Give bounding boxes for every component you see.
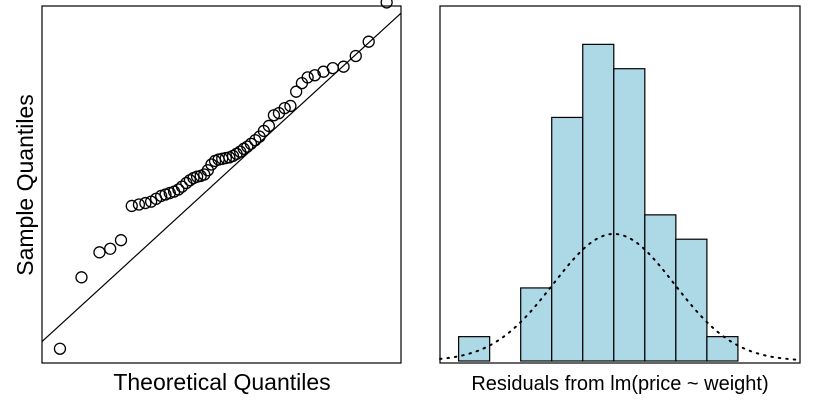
histogram-bar-5 <box>582 43 615 362</box>
histogram-bar-4 <box>551 116 584 362</box>
qq-point-34 <box>241 140 254 153</box>
histogram-bar-6 <box>613 68 646 362</box>
qq-point-39 <box>262 119 276 133</box>
qq-point-51 <box>349 49 362 63</box>
qq-point-35 <box>244 137 258 150</box>
qq-point-46 <box>301 71 314 84</box>
qq-point-4 <box>104 242 117 255</box>
qq-point-36 <box>249 134 262 147</box>
qq-point-52 <box>362 35 375 48</box>
qq-plot-panel: Theoretical Quantiles Sample Quantiles <box>12 0 402 395</box>
qq-point-43 <box>284 99 297 113</box>
qq-point-16 <box>175 180 189 193</box>
histogram-bar-7 <box>644 214 677 362</box>
qq-point-53 <box>380 0 393 9</box>
qq-point-22 <box>198 168 211 181</box>
qq-point-2 <box>75 271 88 284</box>
qq-plot-frame <box>41 5 402 364</box>
qq-point-8 <box>139 196 152 210</box>
qq-points <box>53 0 393 355</box>
histogram-bar-3 <box>520 287 553 362</box>
qq-point-3 <box>93 246 106 259</box>
qq-point-15 <box>172 183 185 196</box>
qq-point-1 <box>53 342 67 355</box>
qq-point-42 <box>278 101 291 115</box>
histogram-bars <box>458 43 739 362</box>
qq-point-50 <box>337 60 350 73</box>
qq-y-axis-label: Sample Quantiles <box>12 94 38 276</box>
qq-point-47 <box>308 69 321 82</box>
qq-point-6 <box>125 199 138 213</box>
histogram-panel: Residuals from lm(price ~ weight) <box>439 5 801 395</box>
qq-point-7 <box>132 198 146 211</box>
histogram-bar-8 <box>675 238 708 362</box>
qq-x-axis-label: Theoretical Quantiles <box>113 369 330 395</box>
qq-point-5 <box>114 234 128 247</box>
histogram-frame <box>439 5 801 364</box>
qq-reference-line <box>41 12 402 343</box>
qq-point-44 <box>290 85 303 98</box>
histogram-bar-9 <box>706 336 739 362</box>
histogram-x-axis-label: Residuals from lm(price ~ weight) <box>471 373 768 395</box>
